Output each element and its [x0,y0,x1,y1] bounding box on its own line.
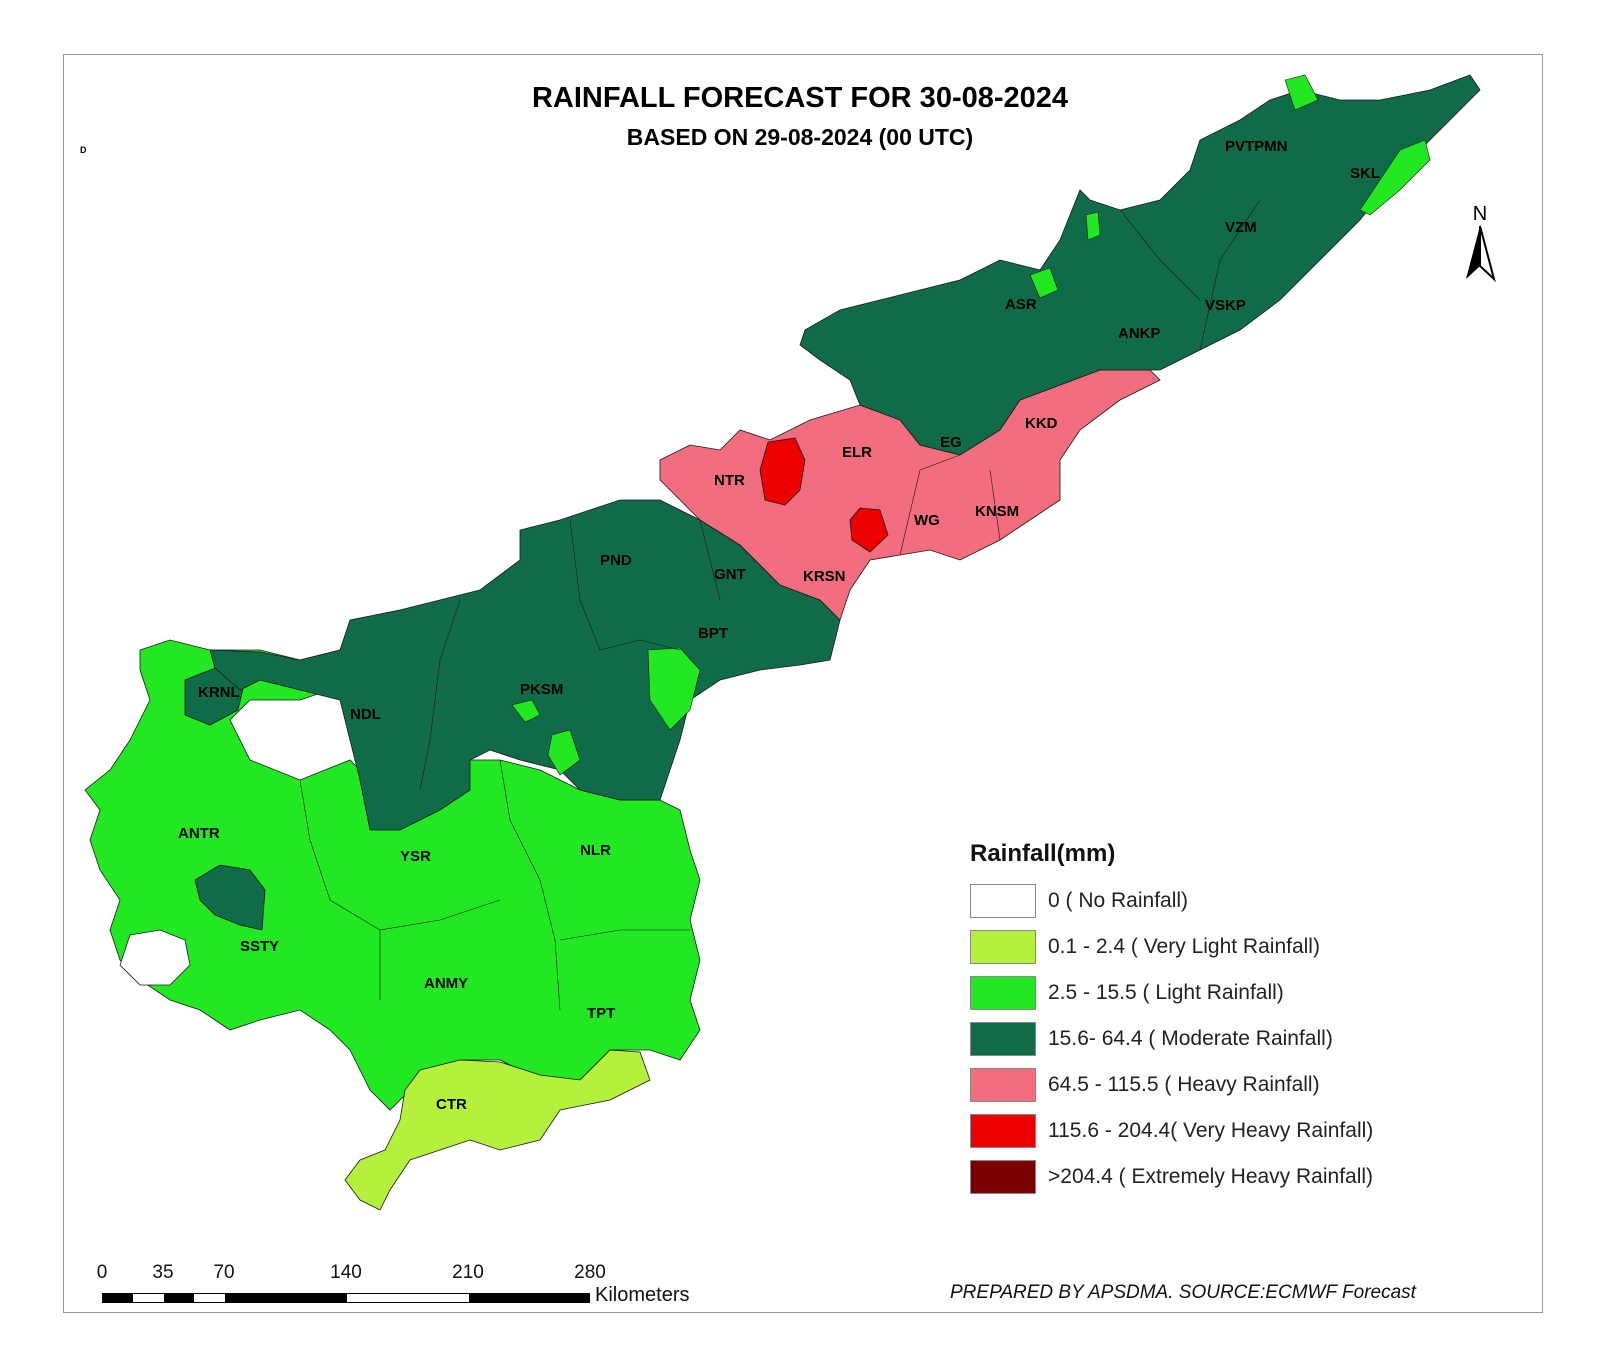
region-light-patch-north [1284,74,1319,111]
legend: Rainfall(mm) 0 ( No Rainfall) 0.1 - 2.4 … [970,840,1373,1200]
legend-label: 15.6- 64.4 ( Moderate Rainfall) [1048,1027,1333,1050]
legend-swatch [970,1068,1036,1102]
source-credit: PREPARED BY APSDMA. SOURCE:ECMWF Forecas… [950,1282,1416,1303]
region-light-patch-asr [1029,267,1059,299]
district-label: KKD [1025,415,1058,432]
district-label: KRNL [198,684,240,701]
district-label: SKL [1350,165,1380,182]
scale-tick-label: 70 [213,1262,235,1283]
region-light-patch-vzm [1085,211,1101,241]
scale-bar-graphic [102,1293,590,1303]
district-label: NLR [580,842,611,859]
region-light-patch-bpt [647,647,701,731]
legend-item: 115.6 - 204.4( Very Heavy Rainfall) [970,1108,1373,1154]
district-label: ANTR [178,825,220,842]
region-light-patch-pksm [547,729,581,776]
district-label: SSTY [240,938,279,955]
region-light-south [84,639,701,1111]
legend-label: 0 ( No Rainfall) [1048,889,1189,912]
district-label: ANMY [424,975,468,992]
legend-title: Rainfall(mm) [970,840,1116,867]
legend-swatch [970,1114,1036,1148]
region-moderate-central [209,499,841,831]
district-label: ASR [1005,296,1037,313]
scale-tick-label: 280 [574,1262,606,1283]
scale-tick-label: 35 [152,1262,174,1283]
map-title: RAINFALL FORECAST FOR 30-08-2024 [531,82,1069,114]
district-label: EG [940,434,962,451]
north-arrow: N [1460,203,1500,294]
region-no-rain-patch [119,929,191,986]
scale-tick-label: 140 [330,1262,362,1283]
legend-label: 2.5 - 15.5 ( Light Rainfall) [1048,981,1284,1004]
legend-swatch [970,1160,1036,1194]
district-label: GNT [714,566,746,583]
district-label: YSR [400,848,431,865]
region-very-heavy-ntr [759,437,806,506]
district-label: NDL [350,706,381,723]
district-label: VZM [1225,219,1257,236]
legend-item: 0.1 - 2.4 ( Very Light Rainfall) [970,924,1373,970]
legend-swatch [970,1022,1036,1056]
region-moderate-north [799,74,1481,456]
corner-mark: D [80,145,87,155]
district-label: KRSN [803,568,846,585]
legend-item: >204.4 ( Extremely Heavy Rainfall) [970,1154,1373,1200]
legend-item: 2.5 - 15.5 ( Light Rainfall) [970,970,1373,1016]
district-label: PVTPMN [1225,138,1288,155]
region-light-patch-skl [1359,139,1431,216]
legend-label: 115.6 - 204.4( Very Heavy Rainfall) [1048,1119,1374,1142]
legend-item: 15.6- 64.4 ( Moderate Rainfall) [970,1016,1373,1062]
district-label: PND [600,552,632,569]
district-boundaries [299,199,1261,1011]
district-label: TPT [587,1005,615,1022]
scale-unit: Kilometers [595,1284,690,1306]
legend-item: 64.5 - 115.5 ( Heavy Rainfall) [970,1062,1373,1108]
region-very-heavy-krsn [849,507,889,553]
legend-swatch [970,930,1036,964]
legend-label: 0.1 - 2.4 ( Very Light Rainfall) [1048,935,1320,958]
district-label: CTR [436,1096,467,1113]
district-label: KNSM [975,503,1019,520]
district-label: VSKP [1205,297,1246,314]
scale-tick-label: 0 [96,1262,108,1283]
district-label: ELR [842,444,872,461]
legend-label: >204.4 ( Extremely Heavy Rainfall) [1048,1165,1374,1188]
legend-swatch [970,884,1036,918]
legend-item: 0 ( No Rainfall) [970,878,1373,924]
region-heavy-central [659,369,1161,621]
scale-bar: 0 35 70 140 210 280 Kilometers [95,1262,715,1312]
legend-label: 64.5 - 115.5 ( Heavy Rainfall) [1048,1073,1320,1096]
region-light-patch-small [511,699,541,723]
district-label: NTR [714,472,745,489]
north-arrow-icon: N [1466,203,1496,283]
district-label: WG [914,512,940,529]
north-label: N [1473,204,1487,225]
district-label: PKSM [520,681,563,698]
region-very-light-ctr [344,1049,651,1211]
district-label: BPT [698,625,728,642]
map-subtitle: BASED ON 29-08-2024 (00 UTC) [626,124,974,150]
legend-swatch [970,976,1036,1010]
region-moderate-ssty [194,864,266,931]
map-frame [63,54,1543,1313]
scale-tick-label: 210 [452,1262,484,1283]
district-label: ANKP [1118,325,1161,342]
